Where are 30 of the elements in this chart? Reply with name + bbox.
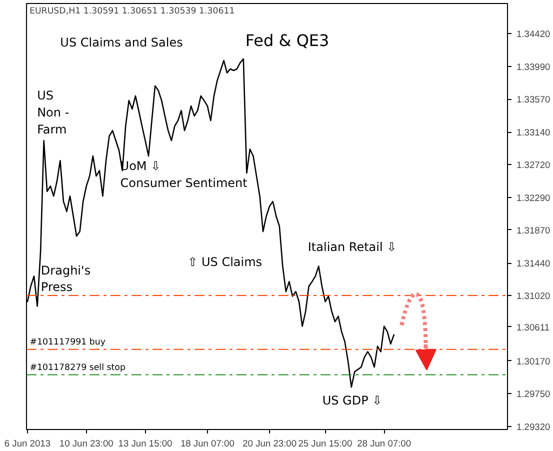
y-tick-label: 1.32290	[516, 193, 550, 204]
annotation: US GDP ⇩	[322, 393, 382, 408]
y-tick-label: 1.29320	[516, 422, 550, 432]
y-tick-label: 1.33570	[516, 94, 550, 105]
x-tick-label: 20 Jun 23:00	[242, 438, 297, 448]
chart-title: EURUSD,H1 1.30591 1.30651 1.30539 1.30611	[30, 6, 235, 16]
annotation: Draghi's Press	[40, 263, 91, 294]
x-tick-label: 10 Jun 23:00	[59, 438, 114, 448]
y-tick-label: 1.32720	[516, 160, 550, 170]
x-tick-label: 13 Jun 15:00	[118, 438, 172, 448]
ref-line-label: #101117991 buy	[30, 337, 106, 348]
x-tick-label: 6 Jun 2013	[4, 438, 51, 448]
annotation: Fed & QE3	[245, 31, 330, 50]
y-tick-label: 1.33990	[516, 62, 550, 72]
y-tick-label: 1.31870	[516, 225, 550, 236]
y-tick-label: 1.30170	[516, 356, 550, 366]
annotation: Italian Retail ⇩	[308, 240, 397, 254]
annotation: US Claims and Sales	[60, 35, 183, 50]
ref-line-label: #101178279 sell stop	[30, 362, 126, 373]
y-tick-label: 1.30611	[516, 322, 550, 332]
x-tick-label: 25 Jun 15:00	[298, 438, 352, 448]
y-tick-label: 1.29750	[516, 388, 550, 399]
annotation: ⇧ US Claims	[188, 254, 262, 269]
y-tick-label: 1.31440	[516, 258, 550, 269]
x-tick-label: 18 Jun 07:00	[180, 438, 234, 448]
y-tick-label: 1.34420	[516, 29, 550, 40]
x-tick-label: 28 Jun 07:00	[357, 438, 412, 448]
y-tick-label: 1.33140	[516, 128, 550, 138]
y-tick-label: 1.31020	[516, 290, 550, 301]
annotation: US Non - Farm	[37, 88, 70, 136]
